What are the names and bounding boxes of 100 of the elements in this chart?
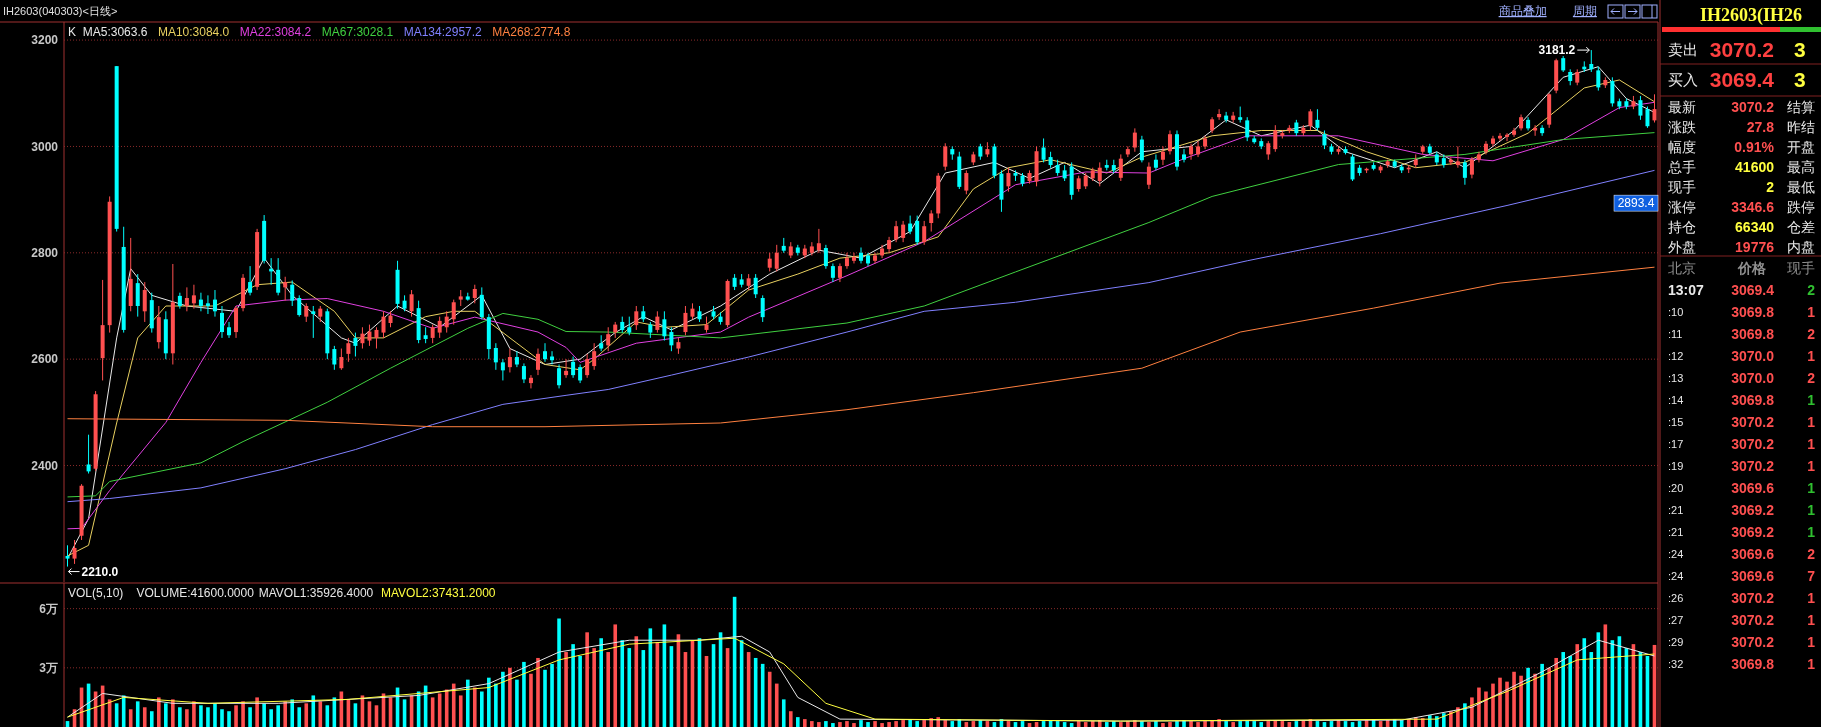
candlestick bbox=[521, 362, 526, 384]
bar bbox=[1119, 722, 1123, 727]
candlestick bbox=[248, 265, 253, 296]
bar bbox=[1498, 677, 1502, 727]
candlestick bbox=[774, 244, 779, 272]
text: 41600 bbox=[1735, 158, 1775, 175]
candlestick bbox=[493, 342, 498, 371]
candlestick bbox=[1322, 129, 1327, 150]
bar bbox=[1505, 681, 1509, 727]
candlestick bbox=[346, 337, 351, 363]
bar bbox=[1147, 722, 1151, 727]
text: :17 bbox=[1668, 437, 1684, 450]
bar bbox=[1224, 721, 1228, 727]
candlestick bbox=[760, 294, 765, 323]
text: MA10:3084.0 bbox=[157, 25, 230, 39]
bar bbox=[135, 701, 140, 727]
text: :11 bbox=[1668, 327, 1683, 340]
bar bbox=[1196, 722, 1200, 727]
candlestick bbox=[198, 292, 203, 312]
candlestick bbox=[65, 544, 70, 568]
bar bbox=[501, 671, 505, 727]
candlestick bbox=[964, 169, 969, 195]
candlestick bbox=[1182, 148, 1187, 163]
text: 1 bbox=[1807, 435, 1816, 452]
bar bbox=[1519, 675, 1523, 727]
text: 卖出 bbox=[1668, 41, 1698, 59]
text: IH2603(IH26 bbox=[1700, 5, 1803, 26]
bar bbox=[199, 705, 203, 727]
candlestick bbox=[353, 332, 358, 358]
bar bbox=[781, 699, 786, 727]
candlestick bbox=[1540, 124, 1545, 137]
chart-title: IH2603(040303)<日线> bbox=[3, 5, 118, 17]
candlestick bbox=[859, 246, 863, 264]
text: :20 bbox=[1668, 481, 1684, 494]
candlestick bbox=[683, 305, 688, 336]
text: MA5:3063.6 bbox=[82, 25, 148, 39]
annotation: 3181.2 bbox=[1538, 43, 1576, 58]
bar bbox=[1540, 663, 1544, 727]
text: 3070.2 bbox=[1731, 457, 1775, 474]
candlestick bbox=[479, 286, 484, 320]
text: 3069.4 bbox=[1731, 281, 1775, 298]
candlestick bbox=[1652, 93, 1657, 124]
text: 昨结 bbox=[1787, 118, 1815, 135]
bar bbox=[276, 705, 280, 727]
candlestick bbox=[1350, 153, 1355, 182]
candlestick bbox=[1596, 66, 1601, 92]
bar bbox=[164, 703, 168, 727]
candlestick bbox=[437, 316, 442, 339]
candlestick bbox=[901, 220, 906, 243]
bar bbox=[578, 655, 582, 727]
candlestick bbox=[1638, 95, 1643, 121]
text: 3069.2 bbox=[1731, 523, 1775, 540]
text: 3069.4 bbox=[1709, 68, 1775, 92]
bar bbox=[852, 723, 856, 727]
candlestick bbox=[767, 252, 772, 272]
candlestick bbox=[823, 244, 828, 270]
annotation: 2893.4 bbox=[1617, 196, 1655, 211]
bar bbox=[767, 671, 772, 727]
candlestick bbox=[1308, 108, 1313, 131]
candlestick bbox=[1006, 167, 1011, 193]
candlestick bbox=[929, 209, 934, 233]
legend-title: K bbox=[68, 25, 77, 39]
bar bbox=[936, 717, 941, 727]
bar bbox=[901, 720, 905, 727]
bar bbox=[451, 683, 456, 727]
text: 2 bbox=[1807, 369, 1816, 386]
bar bbox=[1512, 671, 1516, 727]
candlestick bbox=[1189, 143, 1194, 161]
text: 3070.2 bbox=[1731, 589, 1775, 606]
candlestick bbox=[409, 289, 414, 318]
candlestick bbox=[627, 316, 632, 336]
text: 最低 bbox=[1787, 178, 1815, 195]
bar bbox=[311, 695, 316, 727]
bar bbox=[543, 669, 547, 727]
text: 现手 bbox=[1668, 178, 1696, 195]
bar bbox=[1083, 722, 1088, 727]
candlestick bbox=[339, 348, 344, 371]
candlestick bbox=[1041, 137, 1046, 163]
candlestick bbox=[1196, 140, 1201, 158]
bar bbox=[206, 707, 210, 727]
candlestick bbox=[500, 358, 505, 381]
bar bbox=[1484, 691, 1488, 727]
bar bbox=[220, 709, 224, 727]
candlestick bbox=[922, 220, 927, 246]
text: :26 bbox=[1668, 591, 1684, 604]
candlestick bbox=[142, 281, 147, 323]
candlestick bbox=[374, 326, 379, 350]
text: 2 bbox=[1807, 281, 1816, 298]
bar bbox=[142, 707, 147, 727]
text: 27.8 bbox=[1746, 118, 1775, 135]
text: 3069.6 bbox=[1731, 545, 1775, 562]
text: :24 bbox=[1668, 547, 1684, 560]
annotation: VOLUME:41600.0000 bbox=[136, 586, 255, 600]
candlestick bbox=[205, 294, 210, 315]
bar bbox=[1238, 721, 1242, 727]
candlestick bbox=[86, 434, 91, 475]
text: 价格 bbox=[1737, 259, 1767, 276]
bar bbox=[1568, 655, 1573, 727]
bar bbox=[515, 679, 519, 727]
chart-title: VOL(5,10) bbox=[68, 586, 124, 600]
